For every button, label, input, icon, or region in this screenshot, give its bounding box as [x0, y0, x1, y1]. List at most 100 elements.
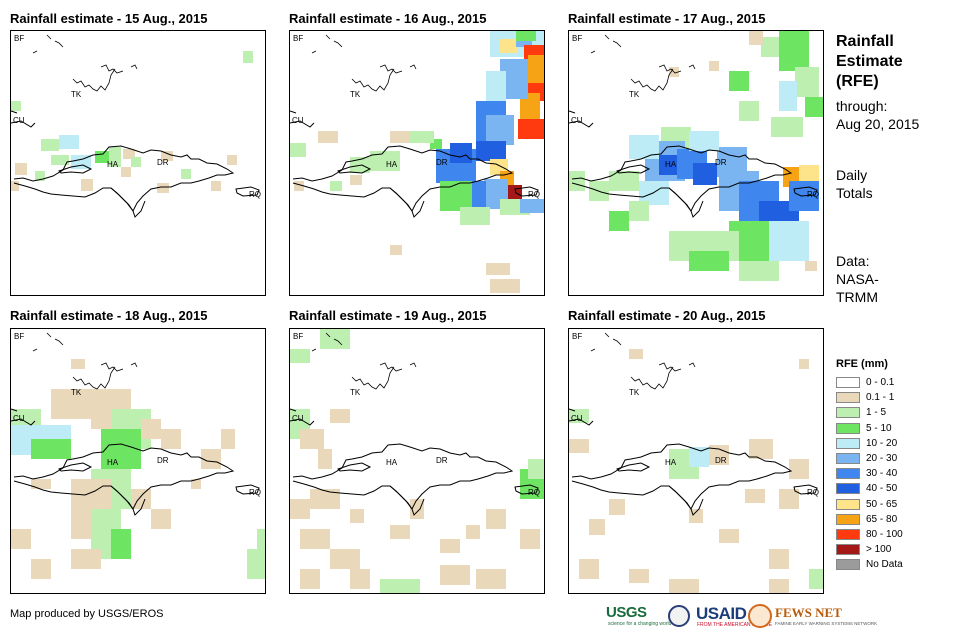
- rainfall-map-2: BF TK CU HA DR RQ: [289, 30, 545, 296]
- rainfall-cell: [629, 201, 649, 221]
- rainfall-cell: [799, 165, 819, 185]
- rainfall-cell: [569, 171, 585, 191]
- legend-label: 0.1 - 1: [866, 392, 895, 404]
- rainfall-cell: [450, 143, 472, 163]
- rainfall-cell: [71, 549, 101, 569]
- map-label-ha: HA: [665, 458, 677, 467]
- legend-label: 10 - 20: [866, 437, 898, 449]
- fews-globe-icon: [748, 604, 772, 628]
- map-label-tk: TK: [350, 388, 361, 397]
- rainfall-cell: [609, 171, 639, 191]
- map-label-bf: BF: [293, 332, 303, 341]
- rainfall-cell: [71, 155, 91, 169]
- legend-swatch: [836, 483, 860, 495]
- rainfall-cell: [528, 55, 544, 85]
- panel-title-4: Rainfall estimate - 18 Aug., 2015: [10, 308, 208, 323]
- fews-net-logo: FEWS NET: [775, 605, 842, 620]
- panel-title-1: Rainfall estimate - 15 Aug., 2015: [10, 11, 208, 26]
- rainfall-cell: [809, 569, 823, 589]
- rainfall-cell: [390, 525, 410, 539]
- rainfall-cell: [440, 565, 470, 585]
- coastline: [290, 332, 539, 516]
- rainfall-cell: [390, 245, 402, 255]
- legend-label: 20 - 30: [866, 453, 898, 464]
- rainfall-cell: [689, 447, 709, 467]
- sidebar-source: Data: NASA- TRMM: [836, 253, 879, 305]
- map-label-tk: TK: [629, 388, 640, 397]
- coastline: [569, 332, 818, 516]
- rainfall-cell: [11, 529, 31, 549]
- rainfall-cell: [350, 175, 362, 185]
- rainfall-cell: [629, 135, 659, 159]
- rainfall-cell: [161, 151, 173, 161]
- legend-swatch: [836, 453, 860, 464]
- rainfall-cell: [290, 499, 310, 519]
- map-label-tk: TK: [629, 90, 640, 99]
- rainfall-cell: [11, 101, 21, 111]
- rainfall-cell: [300, 569, 320, 589]
- rainfall-cell: [11, 409, 41, 429]
- rainfall-cell: [330, 409, 350, 423]
- rainfall-cell: [350, 509, 364, 523]
- rainfall-cell: [440, 181, 472, 211]
- map-label-rq: RQ: [528, 488, 540, 497]
- sidebar-totals: Daily Totals: [836, 167, 873, 201]
- legend-swatch: [836, 437, 860, 449]
- map-label-rq: RQ: [807, 190, 819, 199]
- legend-swatch: [836, 529, 860, 540]
- rainfall-cell: [390, 131, 410, 143]
- legend-label: 1 - 5: [866, 407, 887, 419]
- rainfall-cell: [201, 449, 221, 469]
- legend-label: 30 - 40: [866, 468, 898, 480]
- legend-label: 5 - 10: [866, 422, 892, 434]
- map-label-cu: CU: [571, 414, 583, 423]
- map-label-ha: HA: [386, 160, 398, 169]
- legend-swatch: [836, 559, 860, 571]
- sidebar-through: through: Aug 20, 2015: [836, 98, 920, 132]
- rainfall-cell: [779, 489, 799, 509]
- panel-title-3: Rainfall estimate - 17 Aug., 2015: [568, 11, 766, 26]
- rainfall-cell: [227, 155, 237, 165]
- panel-title-6: Rainfall estimate - 20 Aug., 2015: [568, 308, 766, 323]
- panel-title-2: Rainfall estimate - 16 Aug., 2015: [289, 11, 487, 26]
- map-label-dr: DR: [157, 456, 169, 465]
- rainfall-cell: [300, 529, 330, 549]
- usaid-seal-icon: [668, 605, 690, 627]
- rainfall-cell: [500, 39, 518, 53]
- rainfall-cell: [35, 171, 45, 181]
- rainfall-cells: [290, 31, 544, 293]
- rainfall-cell: [101, 429, 141, 469]
- map-credit: Map produced by USGS/EROS: [10, 608, 164, 620]
- rainfall-cell: [161, 429, 181, 449]
- map-label-ha: HA: [107, 458, 119, 467]
- rainfall-cell: [247, 549, 265, 579]
- rainfall-cell: [191, 479, 201, 489]
- map-label-rq: RQ: [249, 190, 261, 199]
- usgs-logo: USGS: [606, 604, 647, 621]
- coastline: [290, 34, 539, 218]
- rainfall-cell: [257, 529, 265, 549]
- rainfall-cell: [131, 157, 141, 167]
- map-label-tk: TK: [71, 388, 82, 397]
- map-label-rq: RQ: [807, 488, 819, 497]
- map-label-rq: RQ: [249, 488, 261, 497]
- rainfall-cell: [181, 169, 191, 179]
- rainfall-cell: [123, 149, 135, 159]
- rainfall-cell: [739, 261, 779, 281]
- rainfall-cell: [520, 199, 544, 213]
- rainfall-cell: [709, 445, 729, 465]
- rainfall-cell: [71, 359, 85, 369]
- map-label-cu: CU: [571, 116, 583, 125]
- rainfall-cell: [466, 525, 480, 539]
- rainfall-cell: [805, 97, 823, 117]
- rainfall-cell: [769, 221, 809, 261]
- legend-swatch: [836, 392, 860, 404]
- rainfall-cell: [243, 51, 253, 63]
- fews-tagline: FAMINE EARLY WARNING SYSTEMS NETWORK: [775, 621, 878, 626]
- map-label-bf: BF: [14, 34, 24, 43]
- rainfall-cell: [589, 519, 605, 535]
- rainfall-cell: [350, 569, 370, 589]
- legend-title: RFE (mm): [836, 358, 888, 370]
- legend-swatch: [836, 544, 860, 556]
- map-label-bf: BF: [572, 332, 582, 341]
